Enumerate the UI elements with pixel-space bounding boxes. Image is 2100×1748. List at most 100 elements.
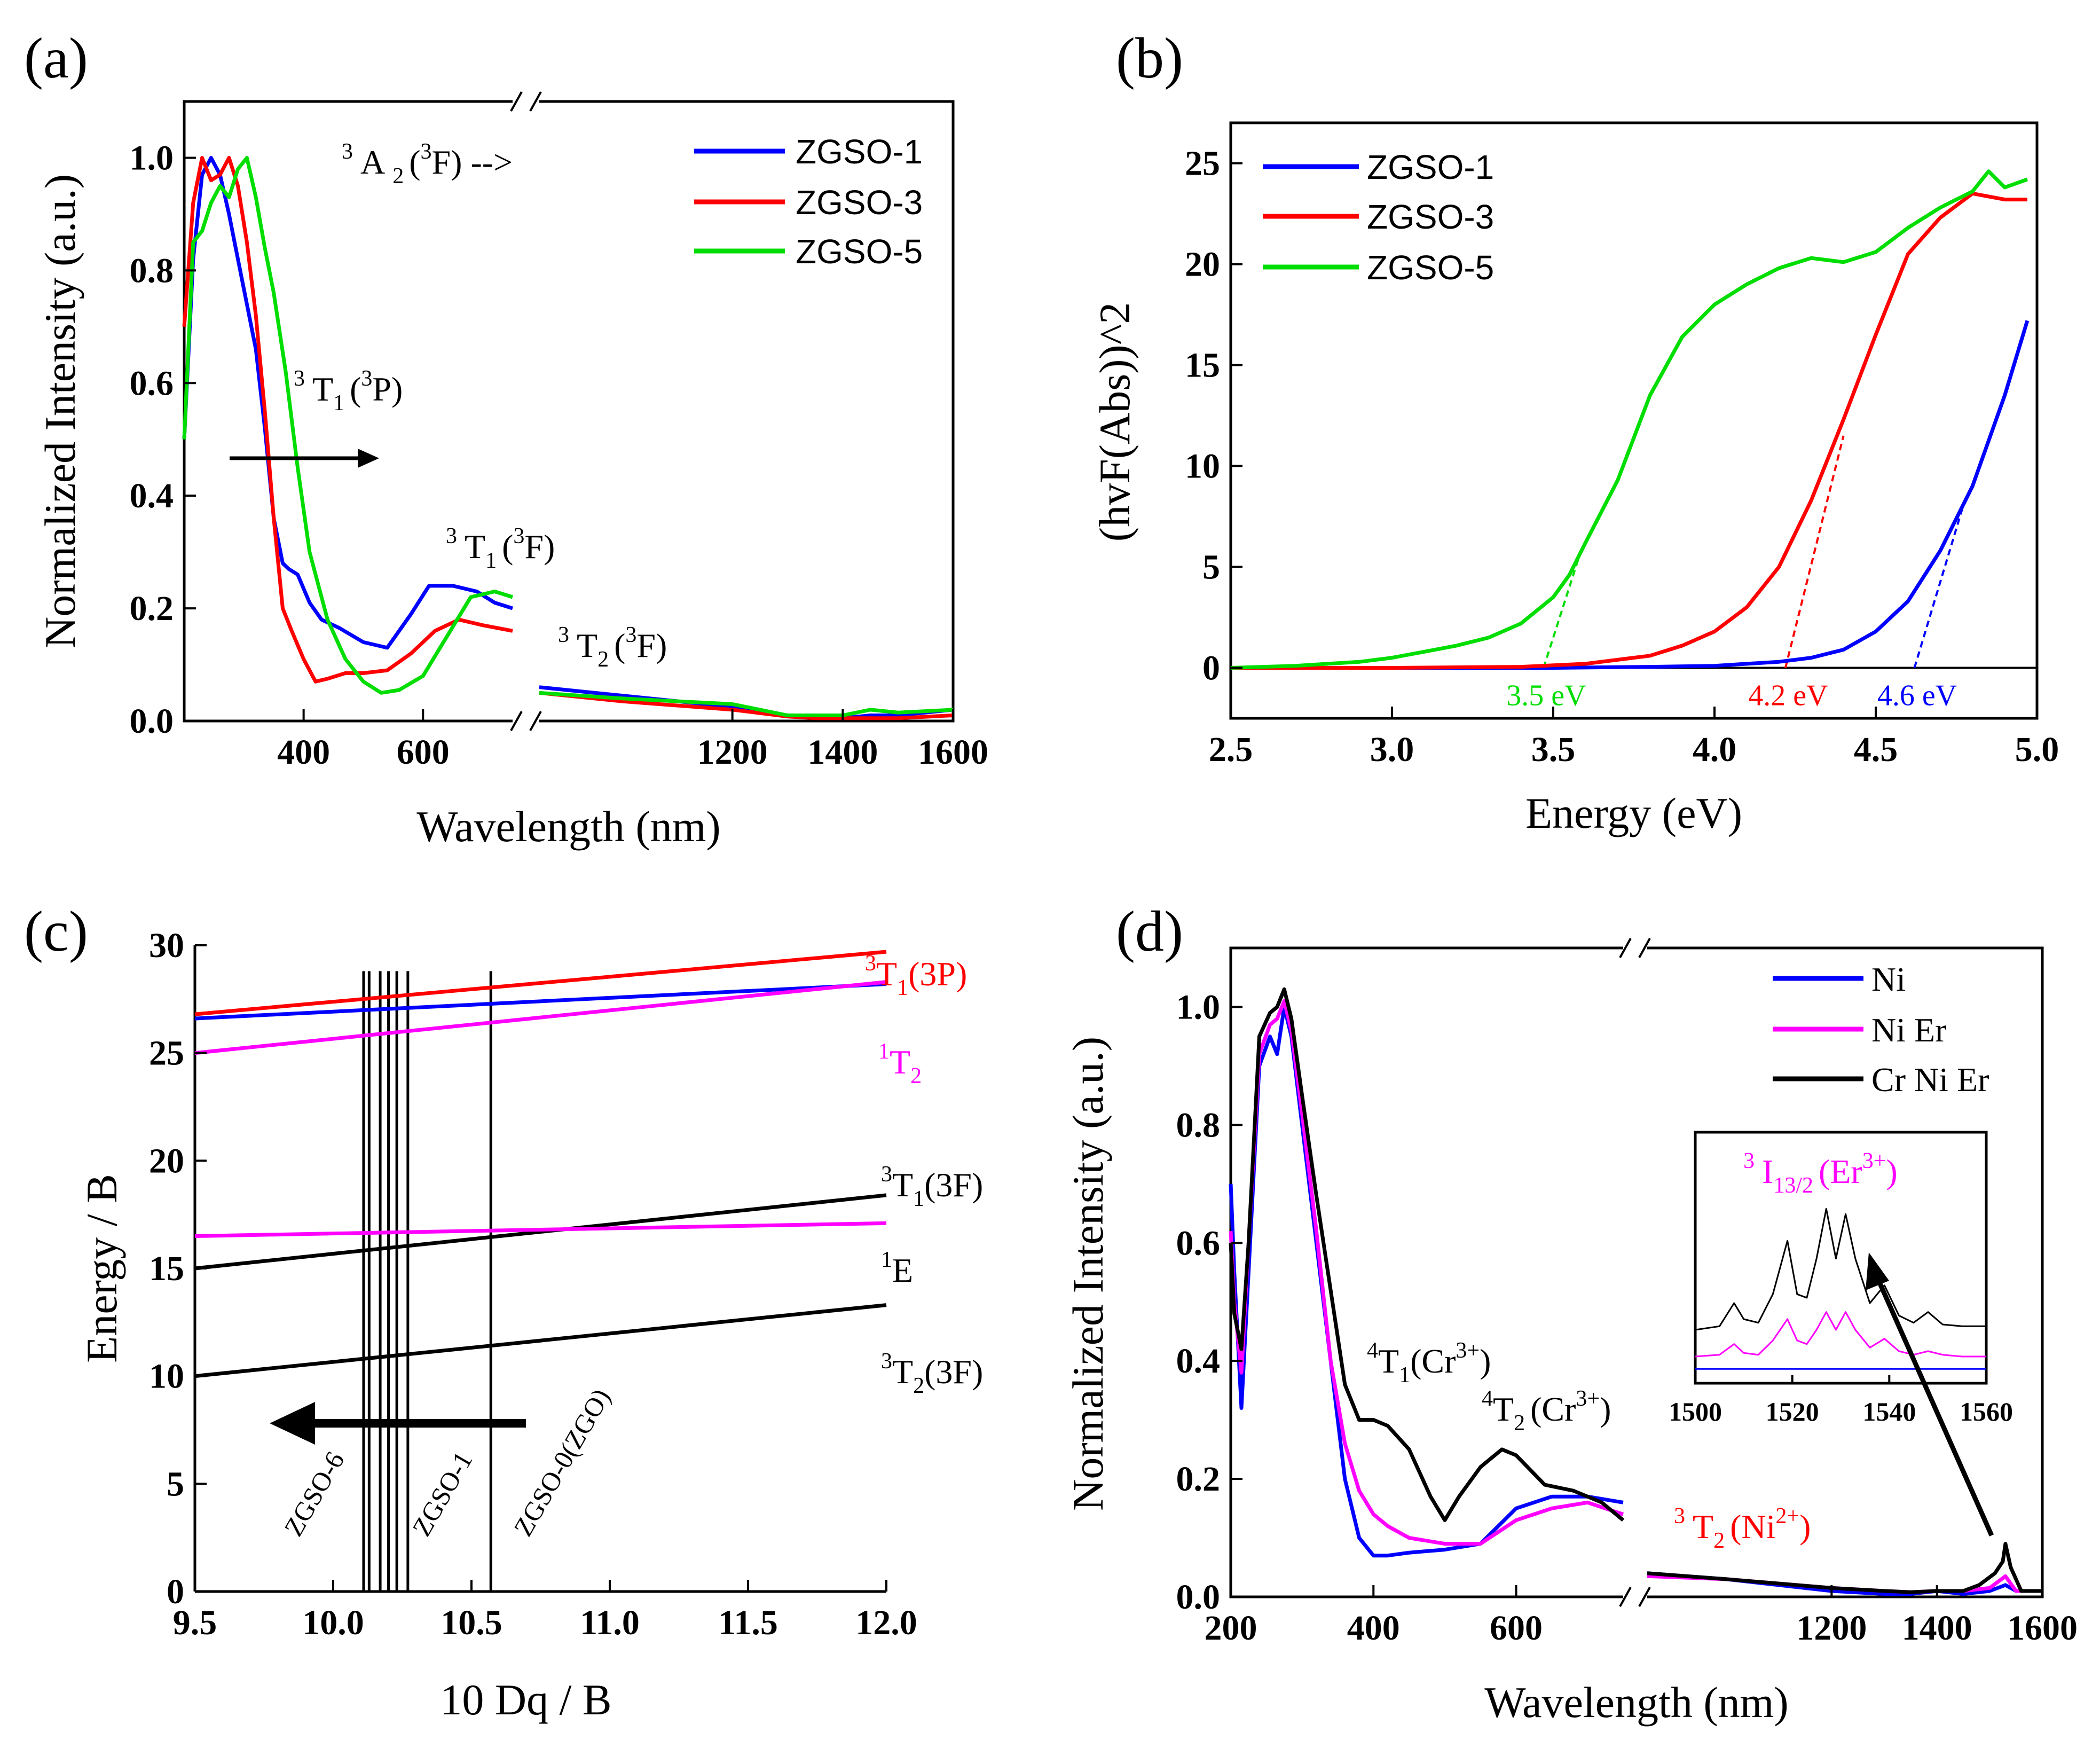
series-1e: [194, 1221, 887, 1238]
inset-frame: [1694, 1131, 1988, 1385]
series-3t1-3p-lower: [194, 982, 887, 1021]
inset-x-tick-label: 1500: [1669, 1397, 1722, 1426]
panel-d-label: (d): [1116, 900, 1183, 963]
panel-b-y-label: (hvF(Abs))^2: [1090, 302, 1139, 542]
panel-a-y-label: Normalized Intensity (a.u.): [36, 174, 84, 648]
series-ni-er: [1229, 999, 1624, 1546]
panel-a-x-tick-label: 1600: [918, 733, 988, 772]
series-cr-ni-er: [1695, 1208, 1986, 1331]
series-cr-ni-er: [1229, 987, 1625, 1522]
panel-d-x-tick-label: 1400: [1902, 1609, 1972, 1648]
panel-c-label: (c): [24, 900, 88, 963]
panel-b-y-tick-label: 25: [1185, 144, 1220, 183]
legend-label-zgso1: ZGSO-1: [1367, 148, 1494, 186]
legend-label-zgso5: ZGSO-5: [796, 232, 923, 271]
annotation-3a2-3f: 3 A 2 (3F) -->: [342, 139, 513, 189]
level-label-3t2-3f: 3T2(3F): [881, 1349, 983, 1398]
level-label-3t1-3f: 3T1(3F): [881, 1162, 983, 1211]
panel-d-break-mark: [1638, 938, 1651, 958]
series-zgso-3: [182, 156, 513, 684]
panel-b-y-tick-label: 20: [1185, 245, 1220, 284]
tangent-4-6-ev: [1913, 496, 1968, 669]
panel-d-y-tick-label: 0.2: [1176, 1460, 1221, 1499]
legend-label-zgso5: ZGSO-5: [1367, 248, 1494, 287]
panel-a-y-tick-label: 1.0: [130, 138, 174, 177]
panel-a-legend: ZGSO-1 ZGSO-3 ZGSO-5: [694, 132, 923, 271]
legend-label-zgso3: ZGSO-3: [1367, 198, 1494, 236]
panel-a-x-tick-label: 600: [397, 733, 450, 772]
panel-a: (a) 400 600 1200 1400 1600 0.0 0.2 0.4 0.6 0.8 1.…: [24, 27, 988, 851]
panel-c-x-tick-label: 10.0: [302, 1603, 364, 1642]
series-zgso-5: [182, 156, 514, 695]
annotation-3t2-3f: 3 T2 (3F): [558, 623, 667, 672]
inset-x-tick-label: 1540: [1862, 1397, 1916, 1426]
legend-label-zgso1: ZGSO-1: [796, 132, 923, 171]
panel-d-y-ticks: 0.0 0.2 0.4 0.6 0.8 1.0: [1176, 987, 1242, 1617]
panel-d-break-mark: [1619, 938, 1632, 958]
panel-a-y-tick-label: 0.0: [130, 702, 174, 741]
panel-a-y-tick-label: 0.6: [130, 364, 174, 403]
panel-a-break-mark: [510, 711, 523, 731]
panel-d-series: [1229, 987, 2042, 1596]
panel-c-x-ticks: 9.5 10.0 10.5 11.0 11.5 12.0: [173, 1580, 917, 1642]
panel-b-x-ticks: 2.5 3.0 3.5 4.0 4.5 5.0: [1209, 707, 2059, 769]
panel-a-break-marks: [510, 91, 542, 731]
panel-c-y-ticks: 0 5 10 15 20 25 30: [149, 926, 207, 1611]
inset-x-ticks: 1500 1520 1540 1560: [1669, 1375, 2013, 1426]
panel-d-x-tick-label: 1600: [2007, 1609, 2078, 1648]
bandgap-label-3-5-ev: 3.5 eV: [1506, 679, 1586, 712]
panel-a-break-mark: [529, 711, 542, 731]
panel-d-y-tick-label: 0.0: [1176, 1578, 1221, 1617]
panel-a-x-ticks: 400 600 1200 1400 1600: [277, 709, 988, 772]
panel-d-x-tick-label: 600: [1490, 1609, 1543, 1648]
annotation-3t1-3p: 3 T1 (3P): [294, 366, 403, 416]
panel-a-shift-arrow-head: [358, 449, 379, 468]
annotation-4t2-cr: 4T2 (Cr3+): [1482, 1386, 1611, 1436]
panel-b-tangents: [1542, 435, 1968, 669]
sample-label-zgso1: ZGSO-1: [406, 1446, 478, 1541]
panel-c-x-tick-label: 9.5: [173, 1603, 217, 1642]
series-zgso-3-part2: [539, 691, 954, 720]
series-zgso-5: [1230, 169, 2028, 670]
bandgap-label-4-6-ev: 4.6 eV: [1877, 679, 1957, 712]
panel-c-y-label: Energy / B: [77, 1174, 126, 1363]
series-zgso-5-part2: [539, 691, 954, 717]
panel-b: (b) 2.5 3.0 3.5 4.0 4.5 5.0 0 5 10 15 20 25 3.5 eV…: [1090, 27, 2059, 837]
series-ni-er: [1695, 1311, 1986, 1358]
panel-d-legend: Ni Ni Er Cr Ni Er: [1773, 960, 1989, 1099]
panel-c-x-tick-label: 11.5: [718, 1603, 778, 1642]
inset-pointer-head: [1866, 1252, 1889, 1290]
panel-c-x-tick-label: 11.0: [580, 1603, 640, 1642]
panel-b-x-label: Energy (eV): [1525, 789, 1742, 837]
panel-d-y-label: Normalized Intensity (a.u.): [1064, 1037, 1112, 1511]
panel-c: (c) 9.5 10.0 10.5 11.0 11.5 12.0 0 5 10 15 20 25 30…: [24, 900, 983, 1724]
panel-b-x-tick-label: 3.0: [1370, 730, 1414, 769]
panel-d-break-marks: [1619, 938, 1651, 1607]
panel-c-y-tick-label: 30: [149, 926, 184, 965]
panel-c-x-tick-label: 10.5: [441, 1603, 502, 1642]
level-label-1t2: 1T2: [878, 1039, 922, 1088]
panel-b-bandgap-labels: 3.5 eV 4.2 eV 4.6 eV: [1506, 679, 1957, 712]
panel-d-x-ticks: 200 400 600 1200 1400 1600: [1205, 1585, 2078, 1648]
panel-a-y-tick-label: 0.2: [130, 589, 174, 628]
panel-c-shift-arrow-head: [270, 1402, 315, 1445]
level-label-3t1-3p: 3T1(3P): [865, 951, 967, 1000]
panel-b-y-tick-label: 5: [1202, 548, 1220, 587]
series-zgso-1: [1231, 320, 2030, 670]
inset-annotation-3i132: 3 I13/2 (Er3+): [1743, 1149, 1898, 1198]
series-zgso-3: [1231, 191, 2027, 670]
annotation-3t1-3f: 3 T1 (3F): [446, 524, 555, 573]
panel-b-y-ticks: 0 5 10 15 20 25: [1185, 144, 1242, 688]
inset-x-tick-label: 1520: [1766, 1397, 1819, 1426]
series-3t2-3f: [194, 1303, 887, 1378]
panel-d-y-tick-label: 0.4: [1176, 1342, 1221, 1381]
legend-label-ni: Ni: [1871, 960, 1906, 998]
bandgap-label-4-2-ev: 4.2 eV: [1748, 679, 1828, 712]
panel-b-legend: ZGSO-1 ZGSO-3 ZGSO-5: [1263, 148, 1494, 287]
series-1t2: [194, 980, 887, 1055]
annotation-4t1-cr: 4T1(Cr3+): [1367, 1338, 1491, 1388]
legend-label-ni-er: Ni Er: [1871, 1011, 1946, 1049]
sample-label-zgso0: ZGSO-0(ZGO): [508, 1384, 616, 1541]
tangent-4-2-ev: [1784, 435, 1845, 668]
